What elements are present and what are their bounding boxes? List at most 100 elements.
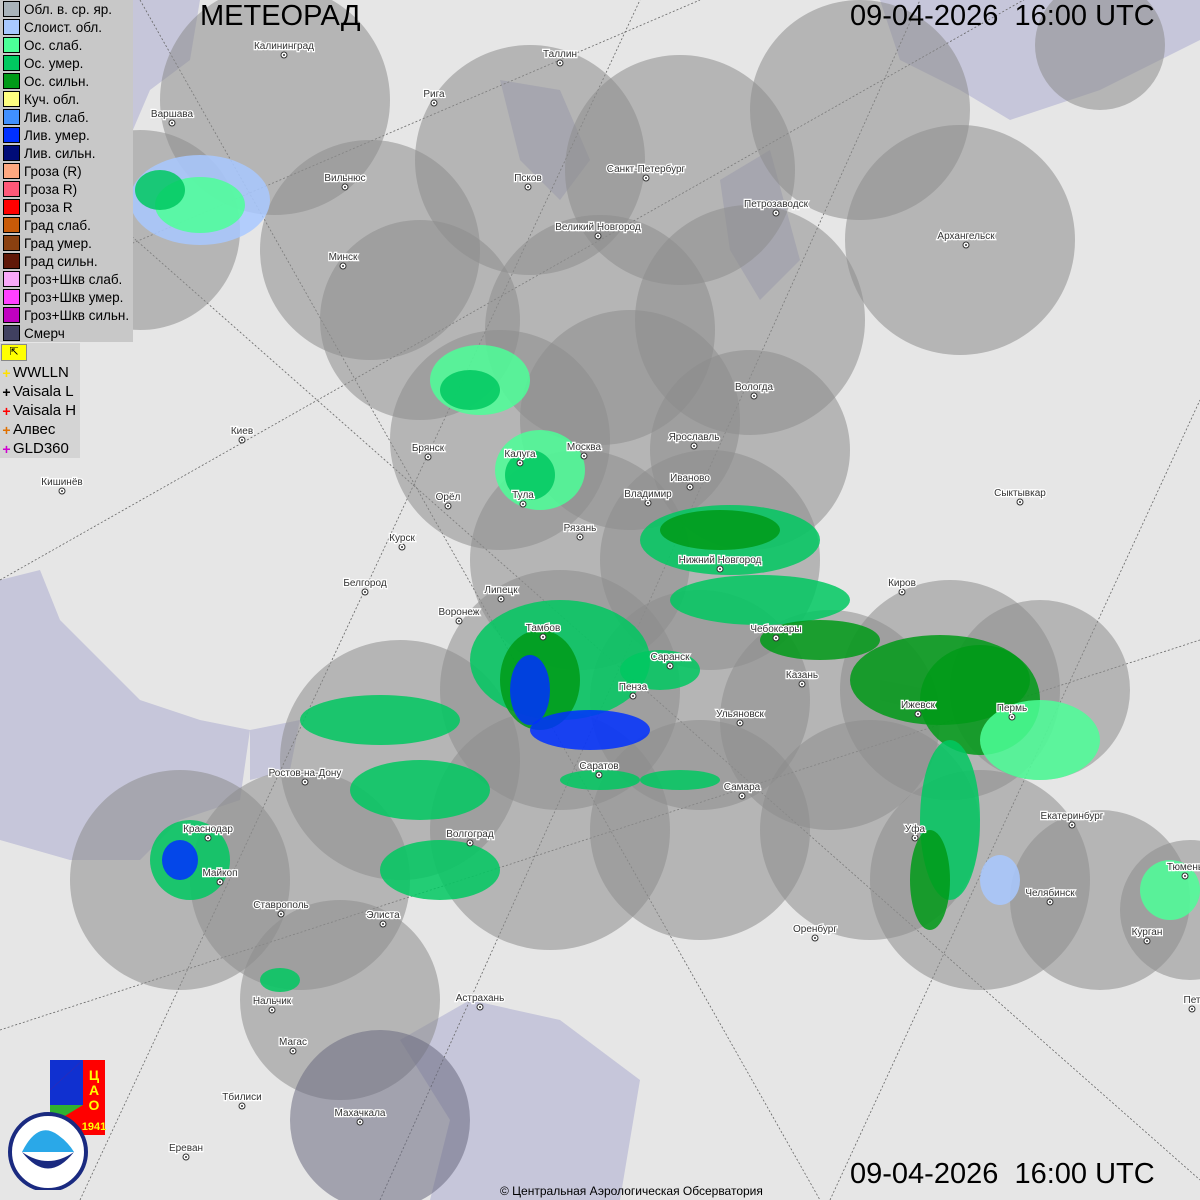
legend-item: Лив. умер. — [0, 126, 133, 144]
city-label: Великий Новгород — [555, 222, 641, 233]
city-label: Калининград — [254, 41, 314, 52]
legend-swatch — [3, 1, 20, 17]
city-marker[interactable]: Ростов-на-Дону — [267, 767, 343, 786]
city-marker[interactable]: Рязань — [562, 522, 598, 541]
city-label: Белгород — [343, 578, 387, 589]
city-label: Варшава — [151, 109, 194, 120]
city-marker[interactable]: Курган — [1130, 926, 1164, 945]
city-marker[interactable]: Ярославль — [667, 431, 721, 450]
city-marker[interactable]: Варшава — [150, 108, 195, 127]
city-marker[interactable]: Казань — [785, 669, 819, 688]
lightning-source-item: + Vaisala H — [0, 401, 80, 420]
city-marker[interactable]: Вильнюс — [323, 172, 367, 191]
city-marker[interactable]: Оренбург — [792, 922, 839, 942]
city-marker[interactable]: Ставрополь — [252, 899, 310, 918]
legend-swatch — [3, 271, 20, 287]
city-marker[interactable]: Самара — [723, 781, 762, 800]
city-marker[interactable]: Тула — [511, 489, 536, 508]
city-marker[interactable]: Нижний Новгород — [677, 554, 763, 573]
city-marker[interactable]: Саранск — [649, 651, 691, 670]
city-marker[interactable]: Сыктывкар — [993, 487, 1048, 506]
city-marker[interactable]: Чебоксары — [749, 622, 803, 642]
legend-item: Лив. сильн. — [0, 144, 133, 162]
city-marker[interactable]: Магас — [278, 1036, 308, 1055]
city-label: Саратов — [579, 761, 618, 772]
lightning-source-label: Vaisala H — [13, 402, 77, 419]
city-marker[interactable]: Ижевск — [900, 699, 937, 718]
city-label: Сыктывкар — [994, 488, 1046, 499]
precipitation-echo — [980, 855, 1020, 905]
city-label: Москва — [567, 442, 602, 453]
city-marker[interactable]: Великий Новгород — [554, 221, 642, 240]
precipitation-echo — [620, 650, 700, 690]
city-marker[interactable]: Киров — [887, 577, 917, 596]
precipitation-echo — [440, 370, 500, 410]
city-marker[interactable]: Элиста — [365, 909, 401, 928]
city-marker[interactable]: Ульяновск — [715, 708, 766, 727]
city-marker[interactable]: Минск — [327, 251, 359, 270]
city-label: Курган — [1132, 927, 1163, 938]
radar-coverage-circle — [1035, 0, 1165, 110]
city-marker[interactable]: Рига — [422, 88, 446, 107]
city-marker[interactable]: Петрозаводск — [743, 198, 810, 217]
city-marker[interactable]: Тбилиси — [221, 1090, 263, 1110]
city-marker[interactable]: Краснодар — [182, 823, 235, 842]
legend-label: Гроза R) — [24, 181, 78, 197]
city-marker[interactable]: Липецк — [483, 584, 519, 603]
legend-swatch — [3, 127, 20, 143]
city-label: Киров — [888, 578, 916, 589]
city-label: Калуга — [504, 449, 536, 460]
city-marker[interactable]: Тамбов — [524, 621, 562, 641]
city-marker[interactable]: Иваново — [669, 472, 712, 491]
city-marker[interactable]: Волгоград — [445, 828, 495, 847]
lightning-cross-icon: + — [2, 421, 11, 438]
city-marker[interactable]: Киев — [230, 425, 254, 444]
arrow-flag-icon[interactable]: ⇱ — [1, 344, 27, 361]
city-marker[interactable]: Санкт-Петербург — [606, 162, 687, 182]
legend-item: Слоист. обл. — [0, 18, 133, 36]
city-marker[interactable]: Курск — [388, 532, 417, 551]
city-marker[interactable]: Москва — [566, 441, 603, 460]
precipitation-echo — [162, 840, 198, 880]
precipitation-echo — [640, 770, 720, 790]
city-marker[interactable]: Пермь — [996, 702, 1028, 721]
city-label: Майкоп — [202, 868, 237, 879]
city-label: Краснодар — [183, 824, 233, 835]
city-marker[interactable]: Пет — [1182, 994, 1200, 1013]
city-marker[interactable]: Калининград — [253, 40, 315, 59]
city-marker[interactable]: Калуга — [503, 448, 537, 467]
city-label: Нальчик — [253, 996, 292, 1007]
legend-item: Смерч — [0, 324, 133, 342]
city-marker[interactable]: Владимир — [623, 488, 673, 507]
city-marker[interactable]: Нальчик — [252, 995, 293, 1014]
city-marker[interactable]: Воронеж — [437, 606, 481, 625]
legend-label: Гроза (R) — [24, 163, 82, 179]
legend-label: Лив. слаб. — [24, 109, 89, 125]
city-marker[interactable]: Уфа — [904, 822, 927, 842]
city-marker[interactable]: Майкоп — [201, 867, 239, 886]
city-marker[interactable]: Брянск — [411, 442, 446, 461]
radar-coverage-circle — [845, 125, 1075, 355]
city-marker[interactable]: Пенза — [618, 681, 649, 700]
lightning-source-item: + Vaisala L — [0, 382, 80, 401]
precipitation-echo — [260, 968, 300, 992]
city-marker[interactable]: Вологда — [734, 381, 775, 400]
city-marker[interactable]: Орёл — [434, 491, 462, 510]
city-marker[interactable]: Архангельск — [936, 230, 996, 249]
city-marker[interactable]: Челябинск — [1024, 886, 1077, 906]
city-marker[interactable]: Таллин — [542, 48, 578, 67]
city-marker[interactable]: Екатеринбург — [1039, 809, 1105, 829]
city-label: Саранск — [651, 652, 691, 663]
legend-label: Град сильн. — [24, 253, 98, 269]
city-marker[interactable]: Кишинёв — [40, 476, 84, 495]
city-marker[interactable]: Белгород — [342, 577, 388, 596]
city-marker[interactable]: Тюмень — [1166, 861, 1200, 880]
legend-swatch — [3, 289, 20, 305]
city-marker[interactable]: Саратов — [578, 760, 620, 779]
city-marker[interactable]: Ереван — [168, 1142, 204, 1161]
city-marker[interactable]: Псков — [513, 172, 543, 191]
radar-coverage-circle — [290, 1030, 470, 1200]
city-marker[interactable]: Астрахань — [454, 992, 506, 1011]
city-marker[interactable]: Махачкала — [333, 1107, 387, 1126]
